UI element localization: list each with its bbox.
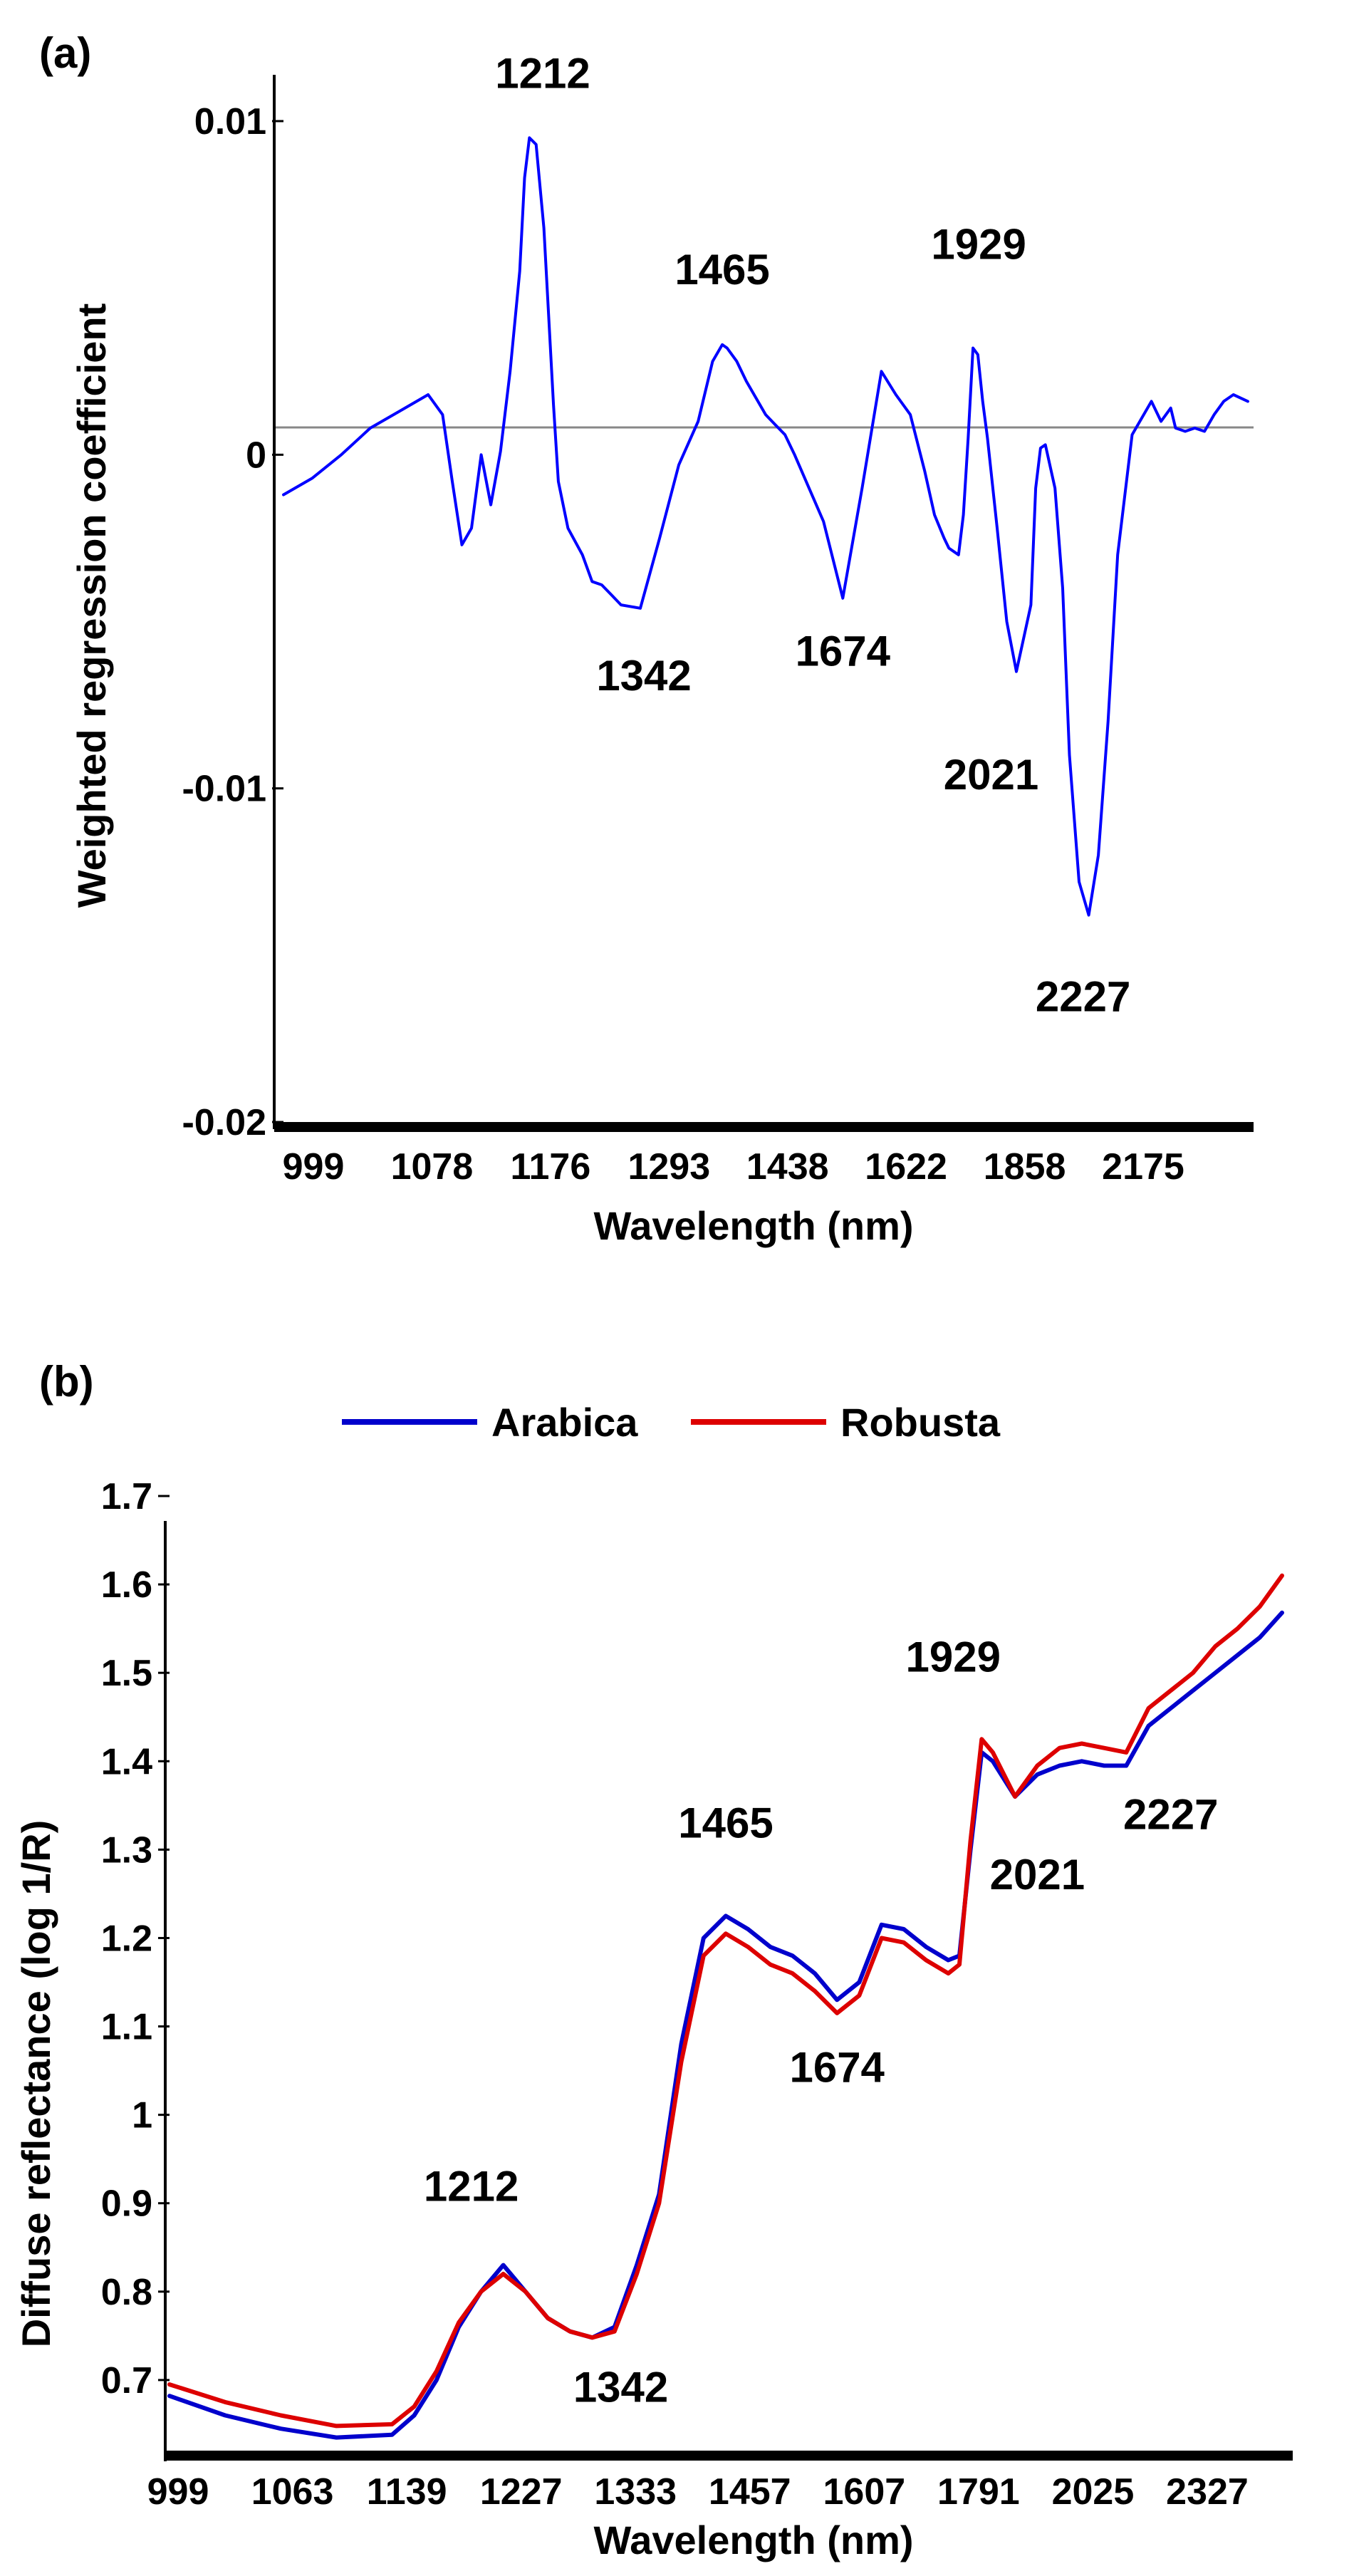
y-tick-label: 0 — [246, 435, 266, 476]
x-tick-label: 1063 — [251, 2471, 334, 2513]
panel-a-x-axis — [274, 1122, 1254, 1132]
peak-label: 1342 — [596, 652, 691, 700]
x-tick-label: 1293 — [627, 1146, 710, 1188]
x-tick-label: 1607 — [823, 2471, 905, 2513]
panel-a-peak-labels: 1212 1342 1465 1674 1929 2021 2227 — [495, 49, 1130, 1020]
peak-label: 1212 — [495, 49, 590, 97]
peak-label: 1674 — [789, 2043, 885, 2091]
peak-label: 1342 — [573, 2363, 668, 2411]
peak-label: 1465 — [678, 1799, 773, 1847]
x-tick-label: 2025 — [1052, 2471, 1135, 2513]
x-tick-label: 999 — [147, 2471, 209, 2513]
panel-a-label: (a) — [39, 29, 91, 77]
legend-label-robusta: Robusta — [840, 1400, 1001, 1445]
x-tick-label: 1457 — [709, 2471, 791, 2513]
x-tick-label: 2327 — [1166, 2471, 1249, 2513]
peak-label: 2021 — [990, 1851, 1085, 1899]
peak-label: 1929 — [931, 220, 1026, 268]
x-tick-label: 1858 — [984, 1146, 1066, 1188]
peak-label: 2227 — [1036, 973, 1130, 1021]
x-tick-label: 1791 — [937, 2471, 1020, 2513]
y-tick-label: -0.02 — [182, 1102, 266, 1143]
panel-b-y-axis-title: Diffuse reflectance (log 1/R) — [14, 1820, 58, 2348]
panel-b-x-ticks: 999 1063 1139 1227 1333 1457 1607 1791 2025 2327 — [147, 2471, 1249, 2513]
y-tick-label: 1.7 — [101, 1476, 152, 1517]
x-tick-label: 1139 — [367, 2471, 447, 2513]
x-tick-label: 2175 — [1102, 1146, 1184, 1188]
peak-label: 1674 — [796, 628, 891, 675]
y-tick-label: 1 — [132, 2095, 152, 2136]
panel-b-x-axis-title: Wavelength (nm) — [593, 2518, 913, 2562]
x-tick-label: 1333 — [594, 2471, 677, 2513]
y-tick-label: 1.6 — [101, 1564, 152, 1606]
x-tick-label: 1622 — [865, 1146, 947, 1188]
y-tick-label: 0.7 — [101, 2360, 152, 2401]
panel-b-chart: (b) Arabica Robusta Diffuse reflectance … — [14, 1358, 1293, 2562]
x-tick-label: 1438 — [746, 1146, 829, 1188]
y-tick-label: 1.2 — [101, 1918, 152, 1959]
peak-label: 1212 — [424, 2163, 519, 2211]
y-tick-label: 0.8 — [101, 2272, 152, 2313]
y-tick-label: 1.4 — [101, 1741, 152, 1782]
x-tick-label: 999 — [283, 1146, 345, 1188]
x-tick-label: 1227 — [480, 2471, 563, 2513]
y-tick-label: -0.01 — [182, 769, 266, 810]
y-tick-label: 0.01 — [194, 101, 266, 142]
peak-label: 2021 — [944, 751, 1038, 799]
series-line-robusta — [167, 1573, 1284, 2429]
y-tick-label: 0.9 — [101, 2183, 152, 2225]
panel-b-label: (b) — [39, 1358, 94, 1406]
series-line-weighted-regression-coefficient — [282, 136, 1249, 917]
panel-a-chart: (a) Weighted regression coefficient Wave… — [39, 29, 1254, 1248]
legend-label-arabica: Arabica — [491, 1400, 638, 1445]
panel-b-peak-labels: 1212 1342 1465 1674 1929 2021 2227 — [424, 1633, 1219, 2411]
x-tick-label: 1078 — [391, 1146, 474, 1188]
panel-a-x-ticks: 999 1078 1176 1293 1438 1622 1858 2175 — [283, 1146, 1184, 1188]
y-tick-label: 1.5 — [101, 1653, 152, 1694]
x-tick-label: 1176 — [510, 1146, 590, 1188]
y-tick-label: 1.1 — [101, 2007, 152, 2048]
y-tick-label: 1.3 — [101, 1829, 152, 1871]
panel-b-x-axis — [165, 2451, 1293, 2461]
peak-label: 1465 — [674, 246, 769, 294]
peak-label: 2227 — [1123, 1790, 1218, 1838]
panel-a-y-ticks: 0.01 0 -0.01 -0.02 — [182, 101, 283, 1143]
peak-label: 1929 — [906, 1633, 1001, 1681]
panel-a-x-axis-title: Wavelength (nm) — [593, 1203, 913, 1248]
panel-a-series — [282, 136, 1249, 917]
panel-b-y-ticks: 1.7 1.6 1.5 1.4 1.3 1.2 1.1 1 0.9 0.8 0.7 — [101, 1476, 170, 2401]
panel-a-y-axis-title: Weighted regression coefficient — [69, 303, 114, 908]
panel-b-legend: Arabica Robusta — [342, 1400, 1001, 1445]
panel-b-series — [167, 1573, 1284, 2440]
